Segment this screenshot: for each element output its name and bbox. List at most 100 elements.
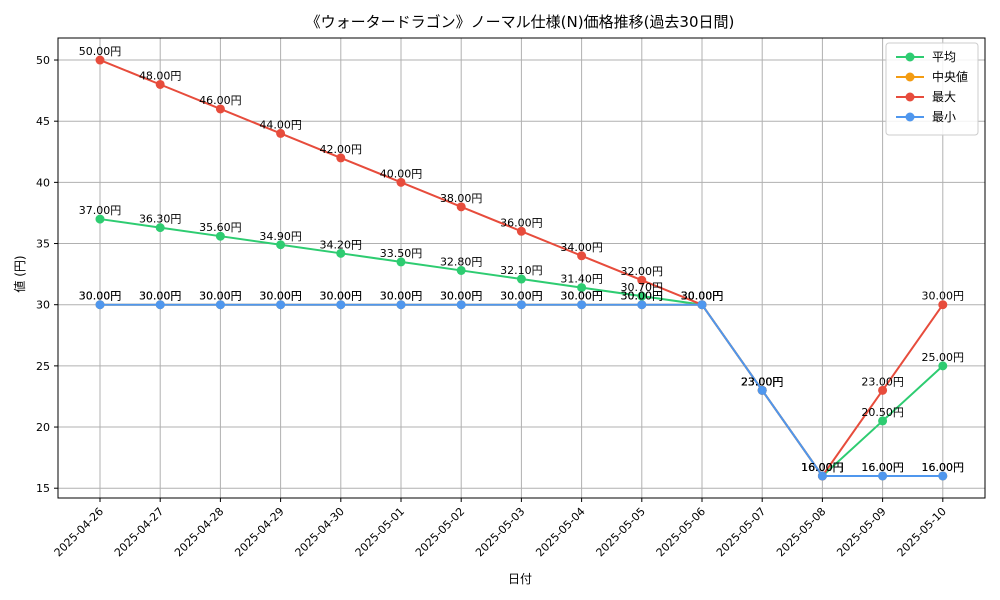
data-label: 30.00円 (681, 290, 724, 303)
data-label: 30.00円 (440, 290, 483, 303)
x-tick-label: 2025-05-08 (774, 505, 828, 559)
data-label: 30.00円 (259, 290, 302, 303)
data-point (456, 300, 466, 310)
data-point (215, 300, 225, 310)
data-point (637, 291, 647, 301)
data-point (276, 300, 286, 310)
data-point (637, 300, 647, 310)
data-label: 30.00円 (259, 290, 302, 303)
data-label: 37.00円 (79, 204, 122, 217)
data-point (336, 248, 346, 258)
data-point (95, 300, 105, 310)
data-label: 30.00円 (79, 290, 122, 303)
data-point (516, 274, 526, 284)
data-label: 36.00円 (500, 216, 543, 229)
y-tick-label: 40 (36, 176, 50, 189)
legend-entry: 最大 (932, 90, 956, 104)
legend-box (885, 42, 979, 136)
data-label: 46.00円 (199, 94, 242, 107)
data-label: 25.00円 (922, 351, 965, 364)
data-label: 30.00円 (621, 290, 664, 303)
data-point (878, 416, 888, 426)
data-label: 16.00円 (801, 461, 844, 474)
y-tick-label: 20 (36, 421, 50, 434)
legend-marker (905, 52, 915, 62)
y-axis-label: 値 (円) (12, 255, 27, 292)
data-label: 50.00円 (79, 45, 122, 58)
x-tick-label: 2025-04-29 (232, 505, 286, 559)
y-tick-label: 15 (36, 482, 50, 495)
data-label: 36.30円 (139, 213, 182, 226)
x-tick-label: 2025-05-09 (834, 505, 888, 559)
data-label: 32.80円 (440, 255, 483, 268)
x-tick-label: 2025-04-26 (52, 505, 106, 559)
legend-entry: 平均 (932, 50, 956, 64)
data-label: 30.00円 (560, 290, 603, 303)
data-label: 34.90円 (259, 230, 302, 243)
data-label: 42.00円 (320, 143, 363, 156)
data-point (336, 153, 346, 163)
data-label: 31.40円 (560, 273, 603, 286)
data-label: 33.50円 (380, 247, 423, 260)
x-tick-label: 2025-05-07 (714, 505, 768, 559)
data-label: 30.00円 (139, 290, 182, 303)
data-label: 16.00円 (922, 461, 965, 474)
x-tick-label: 2025-04-27 (112, 505, 166, 559)
data-label: 30.00円 (681, 290, 724, 303)
legend-marker (905, 112, 915, 122)
y-tick-label: 45 (36, 115, 50, 128)
y-tick-label: 30 (36, 299, 50, 312)
data-point (637, 275, 647, 285)
data-point (276, 240, 286, 250)
data-label: 16.00円 (861, 461, 904, 474)
data-label: 20.50円 (861, 406, 904, 419)
series-lines (95, 55, 948, 481)
data-point (215, 104, 225, 114)
data-label: 32.10円 (500, 264, 543, 277)
data-point (878, 471, 888, 481)
x-tick-label: 2025-05-02 (413, 505, 467, 559)
data-point (577, 283, 587, 293)
x-tick-label: 2025-05-06 (654, 505, 708, 559)
data-label: 30.00円 (621, 290, 664, 303)
data-point (396, 300, 406, 310)
data-label: 30.00円 (199, 290, 242, 303)
data-label: 30.00円 (500, 290, 543, 303)
data-label: 30.00円 (320, 290, 363, 303)
data-point (396, 177, 406, 187)
data-point (95, 55, 105, 65)
x-tick-label: 2025-04-28 (172, 505, 226, 559)
data-point (938, 471, 948, 481)
data-label: 30.00円 (380, 290, 423, 303)
data-label: 34.00円 (560, 241, 603, 254)
data-point (155, 300, 165, 310)
data-label: 30.00円 (380, 290, 423, 303)
data-point (456, 202, 466, 212)
data-label: 23.00円 (741, 375, 784, 388)
data-labels: 37.00円 36.30円 35.60円 34.90円 34.20円 33.50円 32.8… (79, 45, 964, 474)
data-label: 40.00円 (380, 167, 423, 180)
data-point (155, 79, 165, 89)
data-point (878, 385, 888, 395)
data-label: 32.00円 (621, 265, 664, 278)
data-point (215, 231, 225, 241)
data-label: 30.00円 (560, 290, 603, 303)
data-label: 23.00円 (741, 375, 784, 388)
data-label: 30.00円 (500, 290, 543, 303)
data-label: 44.00円 (259, 118, 302, 131)
legend-marker (905, 72, 915, 82)
x-tick-label: 2025-05-01 (353, 505, 407, 559)
data-point (95, 214, 105, 224)
legend-entry: 最小 (932, 110, 956, 124)
data-label: 16.00円 (922, 461, 965, 474)
data-label: 30.00円 (320, 290, 363, 303)
data-label: 30.70円 (621, 281, 664, 294)
data-label: 30.00円 (79, 290, 122, 303)
x-tick-label: 2025-05-03 (473, 505, 527, 559)
x-tick-label: 2025-05-05 (594, 505, 648, 559)
data-label: 34.20円 (320, 238, 363, 251)
data-point (577, 300, 587, 310)
